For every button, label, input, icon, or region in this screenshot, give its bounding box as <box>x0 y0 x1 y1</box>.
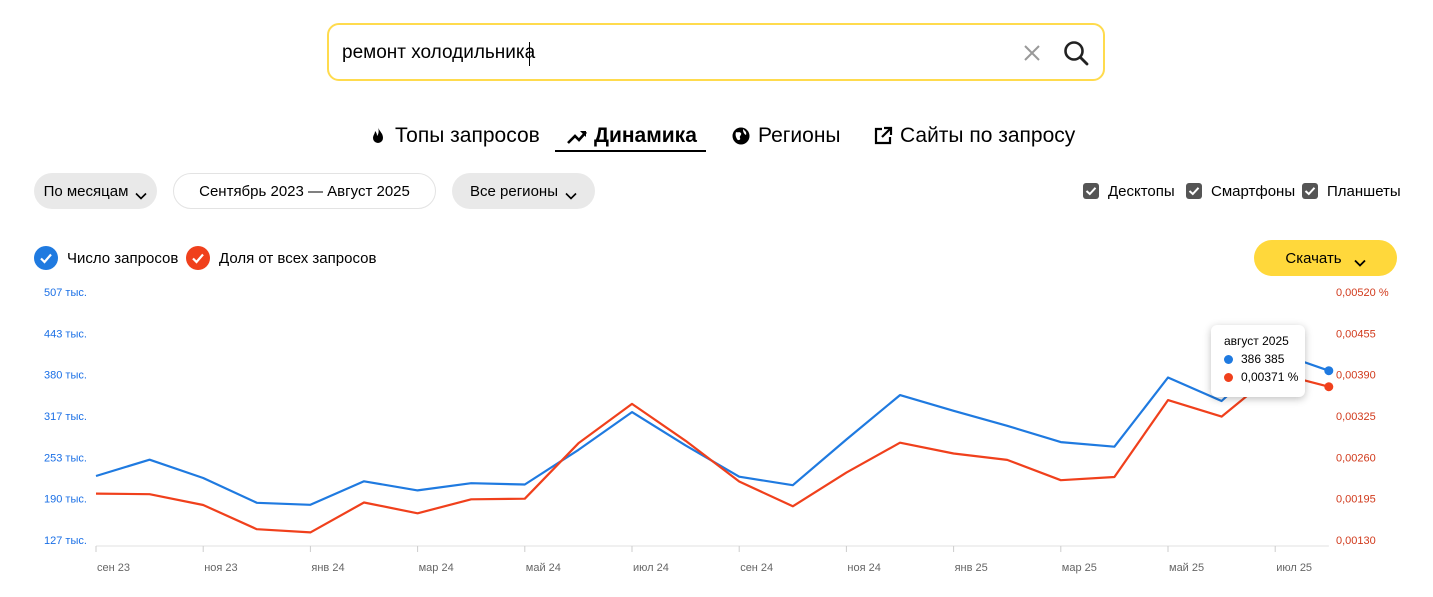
y-tick-label-right: 0,00455 <box>1336 328 1376 340</box>
tooltip-share: 0,00371 % <box>1241 370 1299 384</box>
globe-icon <box>730 125 752 147</box>
y-tick-label-left: 380 тыс. <box>44 370 87 382</box>
search-icon[interactable] <box>1062 39 1090 67</box>
series-dot-icon <box>1224 372 1233 382</box>
legend-count[interactable]: Число запросов <box>34 245 178 271</box>
tab-regions[interactable]: Регионы <box>730 120 841 152</box>
series-point-share <box>1324 382 1334 392</box>
fire-icon <box>367 125 389 147</box>
download-label: Скачать <box>1285 249 1342 267</box>
tooltip-count: 386 385 <box>1241 352 1285 366</box>
region-label: Все регионы <box>470 182 558 200</box>
x-tick-label: июл 25 <box>1276 562 1312 574</box>
checkbox-label: Смартфоны <box>1211 182 1296 200</box>
legend-check-icon <box>34 246 58 270</box>
dynamics-chart: 507 тыс. 443 тыс. 380 тыс. 317 тыс. 253 тыс.… <box>44 287 1389 574</box>
series-points <box>1324 366 1334 392</box>
y-tick-label-right: 0,00130 <box>1336 535 1376 547</box>
search-input[interactable] <box>342 40 1002 66</box>
checkbox-checked-icon <box>1083 183 1099 199</box>
x-tick-label: ноя 23 <box>204 562 237 574</box>
tab-label: Динамика <box>594 124 697 147</box>
y-tick-label-left: 507 тыс. <box>44 287 87 299</box>
x-tick-label: сен 23 <box>97 562 130 574</box>
series-line-share <box>95 371 1330 534</box>
y-axis-left: 507 тыс. 443 тыс. 380 тыс. 317 тыс. 253 тыс.… <box>44 287 87 547</box>
x-tick-label: май 25 <box>1169 562 1204 574</box>
tab-top-queries[interactable]: Топы запросов <box>367 120 540 152</box>
active-tab-underline <box>555 150 706 152</box>
x-tick-label: май 24 <box>526 562 561 574</box>
y-tick-label-right: 0,00260 <box>1336 452 1376 464</box>
series-line-count <box>95 350 1330 506</box>
download-button[interactable]: Скачать <box>1254 240 1397 276</box>
checkbox-checked-icon <box>1302 183 1318 199</box>
chart-tooltip: август 2025 386 385 0,00371 % <box>1211 325 1305 397</box>
tooltip-title: август 2025 <box>1224 334 1289 348</box>
x-tick-label: сен 24 <box>740 562 773 574</box>
legend-label: Число запросов <box>67 249 179 267</box>
checkbox-smartphones[interactable]: Смартфоны <box>1186 181 1295 201</box>
date-range-label: Сентябрь 2023 — Август 2025 <box>199 182 410 200</box>
legend-check-icon <box>186 246 210 270</box>
checkbox-desktops[interactable]: Десктопы <box>1083 181 1175 201</box>
y-tick-label-right: 0,00520 % <box>1336 287 1389 299</box>
checkbox-checked-icon <box>1186 183 1202 199</box>
period-dropdown[interactable]: По месяцам <box>34 173 157 209</box>
x-tick-label: мар 24 <box>419 562 454 574</box>
chevron-down-icon <box>565 187 577 200</box>
tooltip-row-count: 386 385 <box>1224 352 1305 366</box>
y-tick-label-left: 253 тыс. <box>44 452 87 464</box>
tab-label: Регионы <box>758 124 841 147</box>
x-tick-label: ноя 24 <box>847 562 880 574</box>
checkbox-label: Десктопы <box>1108 182 1175 200</box>
chevron-down-icon <box>1353 254 1366 267</box>
date-range-picker[interactable]: Сентябрь 2023 — Август 2025 <box>173 173 436 209</box>
chevron-down-icon <box>135 187 147 200</box>
y-tick-label-left: 127 тыс. <box>44 535 87 547</box>
x-tick-label: мар 25 <box>1062 562 1097 574</box>
x-tick-label: июл 24 <box>633 562 669 574</box>
trend-icon <box>566 125 588 147</box>
clear-icon[interactable] <box>1021 42 1043 64</box>
external-link-icon <box>872 125 894 147</box>
y-tick-label-right: 0,00325 <box>1336 411 1376 423</box>
checkbox-label: Планшеты <box>1327 182 1401 200</box>
tab-label: Топы запросов <box>395 124 540 147</box>
x-tick-label: янв 25 <box>955 562 988 574</box>
x-axis: сен 23 ноя 23 янв 24 мар 24 май 24 июл 24 сен … <box>95 545 1329 574</box>
y-tick-label-right: 0,00195 <box>1336 494 1376 506</box>
region-dropdown[interactable]: Все регионы <box>452 173 595 209</box>
series-point-count <box>1324 366 1334 376</box>
legend-share[interactable]: Доля от всех запросов <box>186 245 376 271</box>
y-tick-label-left: 443 тыс. <box>44 328 87 340</box>
search-box <box>327 23 1105 81</box>
checkbox-tablets[interactable]: Планшеты <box>1302 181 1401 201</box>
tab-dynamics[interactable]: Динамика <box>566 120 697 152</box>
x-tick-label: янв 24 <box>311 562 344 574</box>
text-caret <box>529 42 530 66</box>
y-tick-label-left: 317 тыс. <box>44 411 87 423</box>
tab-label: Сайты по запросу <box>900 124 1076 147</box>
tooltip-row-share: 0,00371 % <box>1224 370 1305 384</box>
series-lines <box>95 350 1330 534</box>
tab-sites[interactable]: Сайты по запросу <box>872 120 1075 152</box>
tabs: Топы запросов Динамика Регионы Сайты по … <box>0 120 1433 156</box>
y-axis-right: 0,00520 % 0,00455 0,00390 0,00325 0,00260 0,0… <box>1336 287 1389 547</box>
legend-label: Доля от всех запросов <box>219 249 377 267</box>
y-tick-label-right: 0,00390 <box>1336 370 1376 382</box>
period-label: По месяцам <box>43 182 129 200</box>
series-dot-icon <box>1224 354 1233 364</box>
y-tick-label-left: 190 тыс. <box>44 494 87 506</box>
